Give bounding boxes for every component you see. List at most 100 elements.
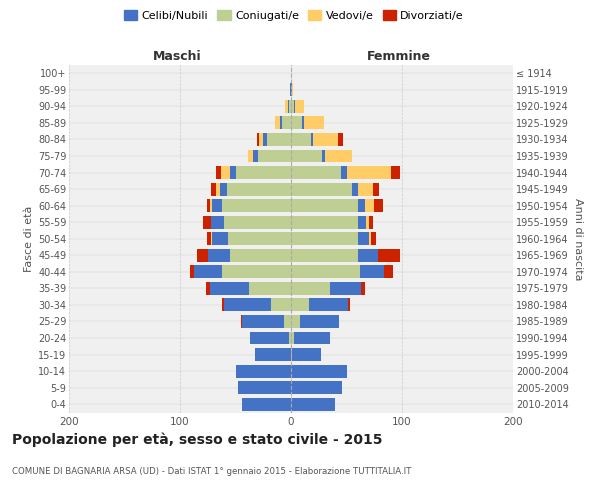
Bar [368, 216, 373, 228]
Bar [253, 150, 258, 162]
Bar [282, 116, 291, 130]
Bar [286, 100, 287, 113]
Bar [210, 199, 212, 212]
Y-axis label: Anni di nascita: Anni di nascita [573, 198, 583, 280]
Bar [291, 298, 309, 312]
Bar [330, 282, 361, 295]
Bar [242, 398, 291, 410]
Bar [257, 133, 259, 146]
Bar [291, 282, 330, 295]
Bar [238, 381, 291, 394]
Text: COMUNE DI BAGNARIA ARSA (UD) - Dati ISTAT 1° gennaio 2015 - Elaborazione TUTTITA: COMUNE DI BAGNARIA ARSA (UD) - Dati ISTA… [12, 468, 412, 476]
Bar [291, 84, 292, 96]
Bar [206, 199, 210, 212]
Bar [241, 315, 242, 328]
Bar [291, 116, 302, 130]
Bar [211, 232, 212, 245]
Bar [222, 298, 224, 312]
Bar [347, 298, 350, 312]
Bar [374, 199, 383, 212]
Bar [302, 116, 304, 130]
Bar [235, 364, 291, 378]
Bar [292, 348, 321, 361]
Bar [295, 100, 304, 113]
Text: Femmine: Femmine [367, 50, 431, 62]
Bar [358, 232, 369, 245]
Bar [266, 133, 291, 146]
Bar [235, 166, 291, 179]
Bar [322, 150, 325, 162]
Bar [190, 266, 194, 278]
Bar [325, 150, 352, 162]
Bar [291, 348, 292, 361]
Bar [313, 133, 338, 146]
Bar [304, 116, 325, 130]
Bar [212, 199, 222, 212]
Bar [222, 199, 291, 212]
Bar [211, 182, 215, 196]
Bar [228, 232, 291, 245]
Bar [215, 166, 221, 179]
Bar [352, 182, 358, 196]
Y-axis label: Fasce di età: Fasce di età [23, 206, 34, 272]
Bar [206, 232, 211, 245]
Bar [371, 232, 376, 245]
Bar [368, 232, 371, 245]
Bar [361, 282, 365, 295]
Bar [263, 133, 266, 146]
Text: Maschi: Maschi [152, 50, 202, 62]
Bar [295, 332, 330, 344]
Bar [280, 116, 282, 130]
Bar [215, 182, 220, 196]
Bar [292, 84, 293, 96]
Bar [347, 166, 391, 179]
Bar [224, 216, 291, 228]
Bar [358, 182, 373, 196]
Bar [373, 182, 379, 196]
Text: Popolazione per età, sesso e stato civile - 2015: Popolazione per età, sesso e stato civil… [12, 432, 383, 447]
Bar [291, 398, 335, 410]
Bar [291, 199, 358, 212]
Bar [384, 266, 393, 278]
Bar [248, 150, 253, 162]
Bar [358, 249, 377, 262]
Bar [249, 282, 291, 295]
Bar [221, 166, 230, 179]
Bar [358, 216, 367, 228]
Bar [367, 216, 369, 228]
Bar [271, 298, 291, 312]
Bar [358, 199, 365, 212]
Bar [341, 166, 347, 179]
Bar [275, 116, 280, 130]
Bar [250, 332, 289, 344]
Bar [222, 266, 291, 278]
Bar [284, 315, 291, 328]
Bar [291, 150, 322, 162]
Bar [309, 298, 347, 312]
Bar [291, 133, 311, 146]
Bar [290, 84, 291, 96]
Bar [291, 315, 300, 328]
Bar [197, 249, 208, 262]
Legend: Celibi/Nubili, Coniugati/e, Vedovi/e, Divorziati/e: Celibi/Nubili, Coniugati/e, Vedovi/e, Di… [119, 6, 469, 25]
Bar [291, 364, 347, 378]
Bar [291, 100, 295, 113]
Bar [212, 232, 228, 245]
Bar [291, 381, 342, 394]
Bar [224, 298, 271, 312]
Bar [220, 182, 227, 196]
Bar [377, 249, 400, 262]
Bar [258, 150, 291, 162]
Bar [291, 182, 352, 196]
Bar [365, 199, 374, 212]
Bar [291, 249, 358, 262]
Bar [291, 166, 341, 179]
Bar [206, 282, 210, 295]
Bar [203, 216, 211, 228]
Bar [311, 133, 313, 146]
Bar [291, 232, 358, 245]
Bar [230, 249, 291, 262]
Bar [289, 332, 291, 344]
Bar [194, 266, 222, 278]
Bar [291, 266, 360, 278]
